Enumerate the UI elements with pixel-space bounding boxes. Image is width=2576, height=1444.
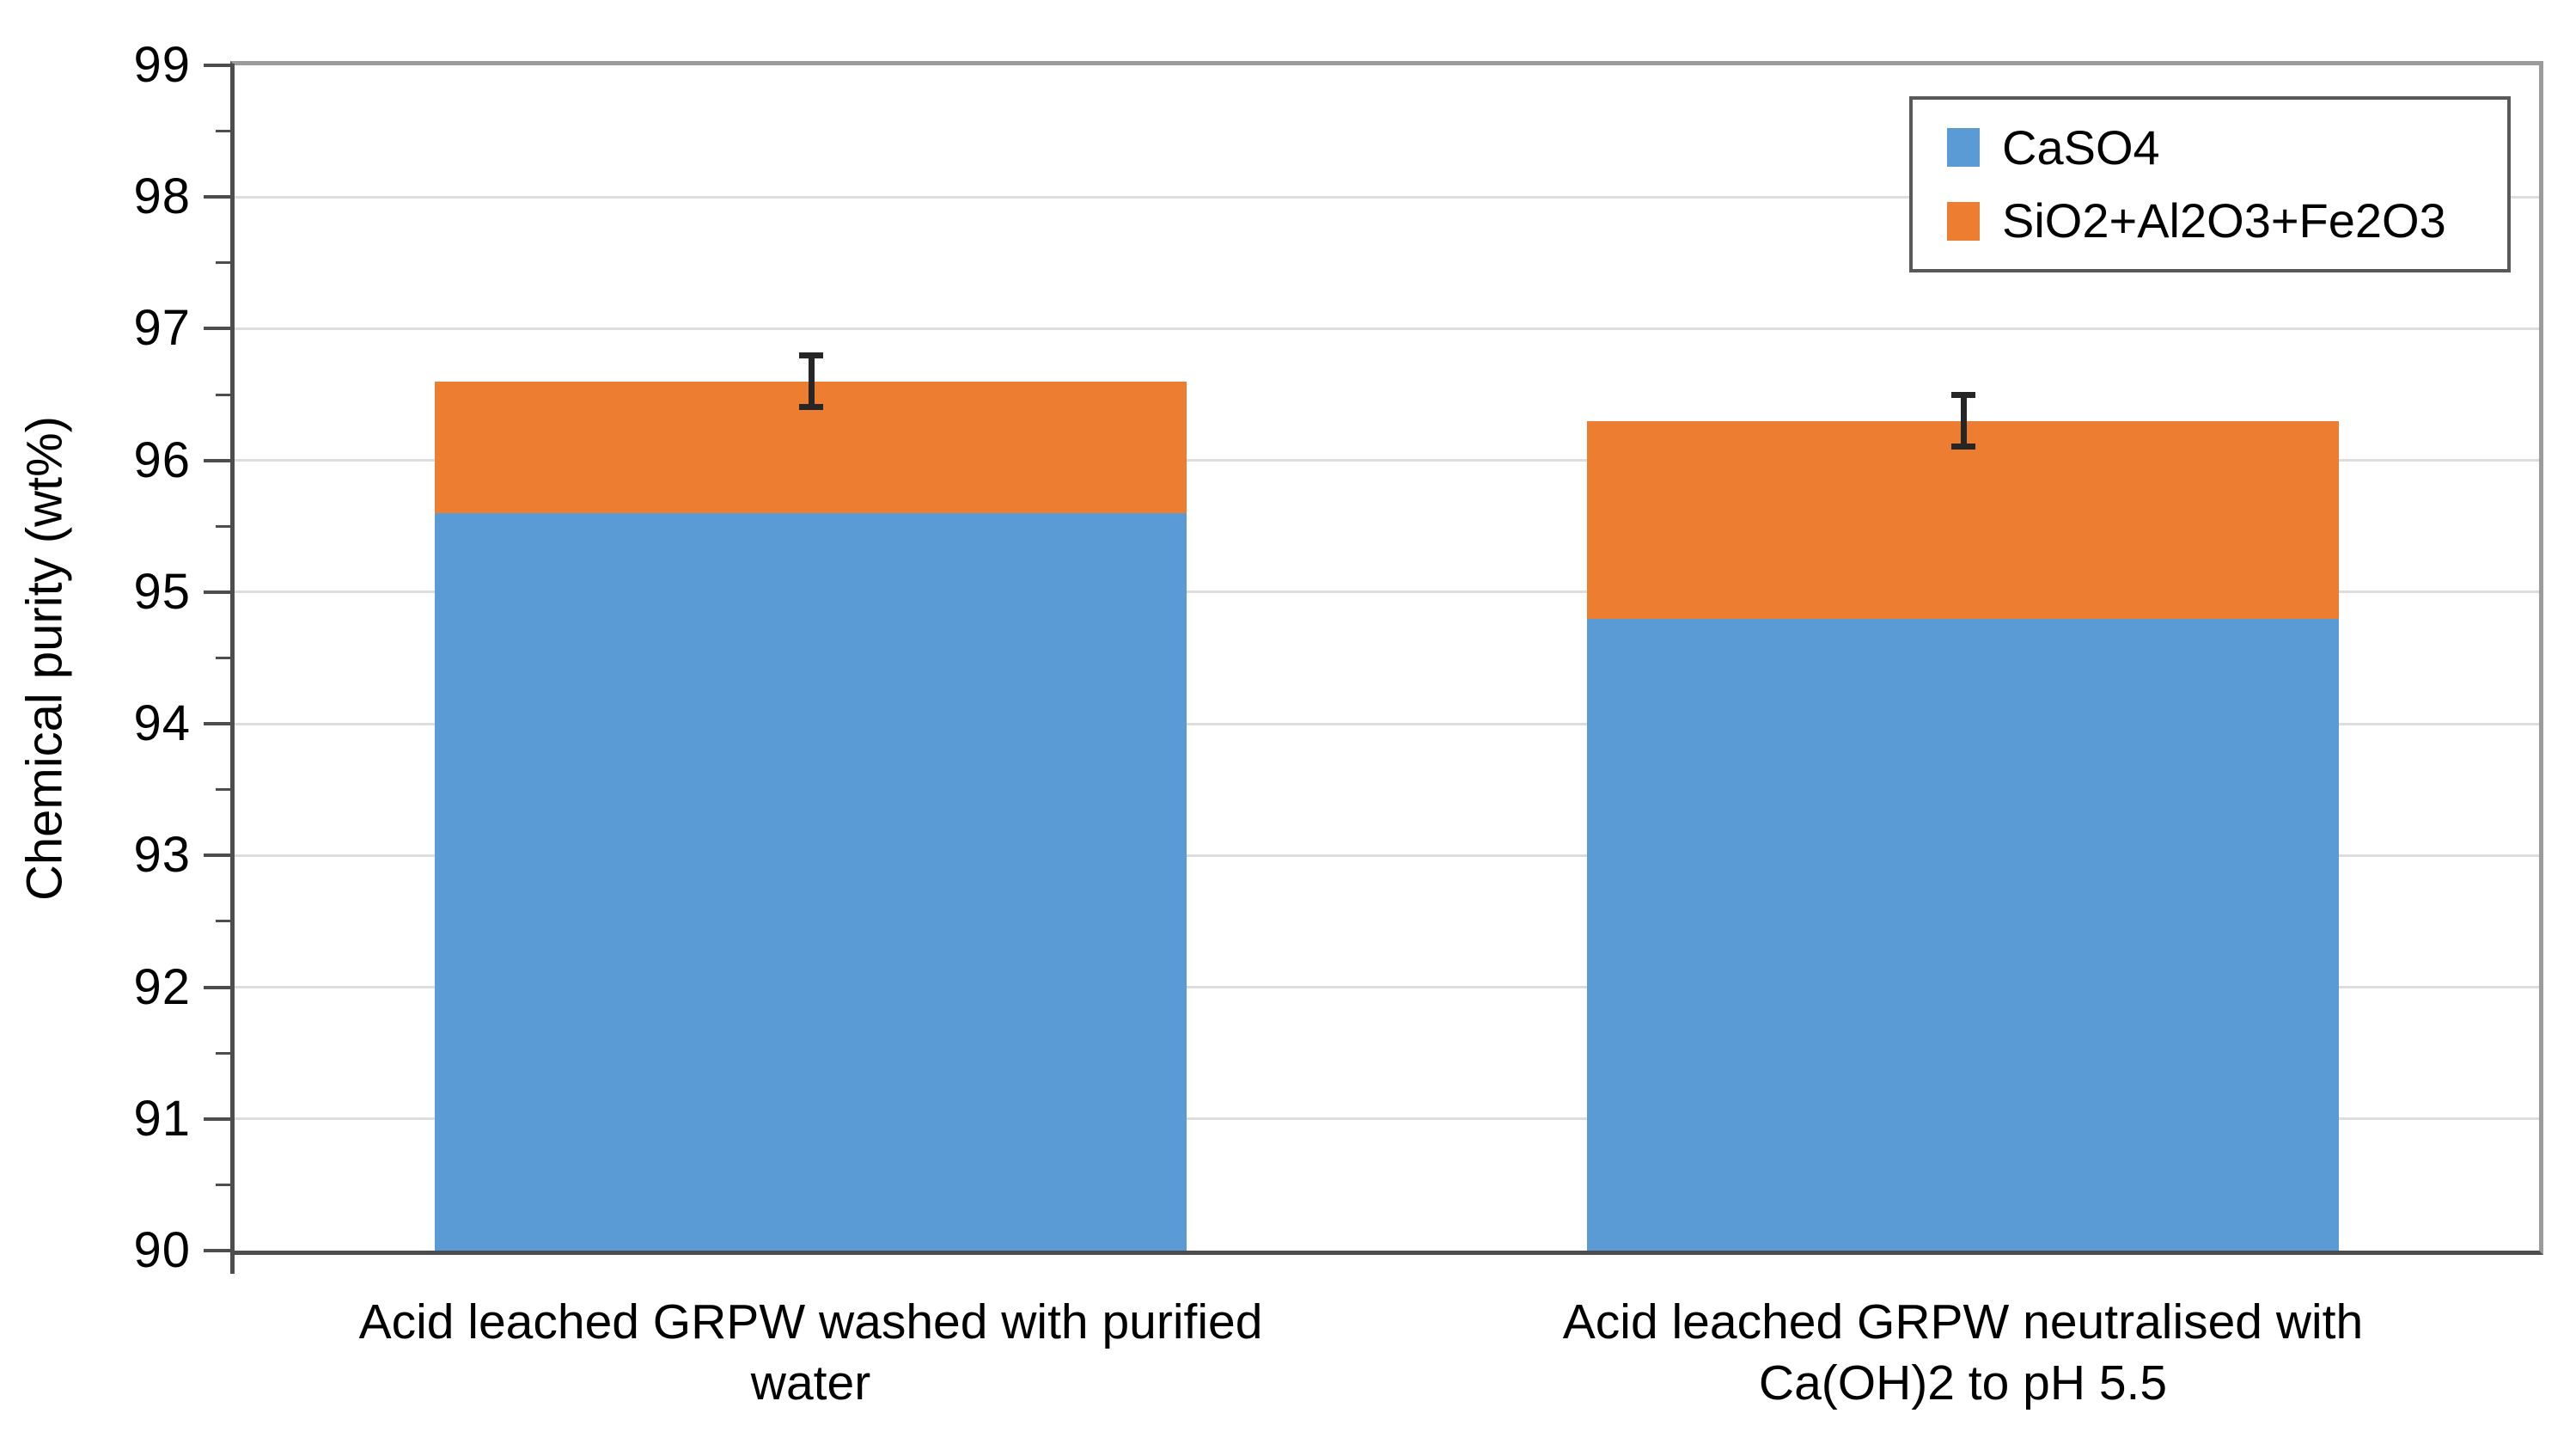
legend-label: CaSO4 <box>2002 119 2160 174</box>
bar-2-segment-SiO2+Al2O3+Fe2O3 <box>1587 420 2339 619</box>
y-minor-tick-91.5 <box>216 1051 231 1055</box>
y-tick-label-94: 94 <box>133 695 191 752</box>
legend: CaSO4 SiO2+Al2O3+Fe2O3 <box>1909 96 2511 272</box>
y-tick-label-98: 98 <box>133 168 191 225</box>
y-minor-tick-97.5 <box>216 261 231 265</box>
error-bar-1-bottom-cap <box>798 404 823 411</box>
y-major-tick-90 <box>204 1249 235 1252</box>
y-tick-label-97: 97 <box>133 300 191 357</box>
y-major-tick-97 <box>204 327 235 331</box>
y-minor-tick-96.5 <box>216 393 231 396</box>
gridline-93 <box>235 854 2539 857</box>
y-minor-tick-95.5 <box>216 524 231 528</box>
gridlines-layer <box>235 65 2539 1251</box>
y-minor-tick-90.5 <box>216 1183 231 1186</box>
gridline-95 <box>235 590 2539 594</box>
y-minor-tick-94.5 <box>216 657 231 659</box>
y-axis-tick-labels: 90 91 92 93 94 95 96 97 98 99 <box>0 37 191 1278</box>
y-major-tick-99 <box>204 64 235 67</box>
plot-area: CaSO4 SiO2+Al2O3+Fe2O3 <box>204 61 2543 1274</box>
y-major-tick-98 <box>204 195 235 199</box>
y-tick-label-92: 92 <box>133 958 191 1015</box>
y-major-tick-92 <box>204 985 235 989</box>
bars-layer <box>235 65 2539 1251</box>
y-major-tick-94 <box>204 722 235 726</box>
y-axis-stub <box>230 1251 235 1274</box>
y-minor-tick-93.5 <box>216 788 231 792</box>
category-label-2-line-1: Acid leached GRPW neutralised with <box>1562 1294 2364 1349</box>
y-tick-label-91: 91 <box>133 1090 191 1147</box>
y-tick-label-93: 93 <box>133 827 191 884</box>
y-major-tick-91 <box>204 1117 235 1121</box>
error-bar-2 <box>1960 395 1967 448</box>
error-bar-2-top-cap <box>1950 392 1975 399</box>
error-bar-1 <box>808 355 815 408</box>
y-tick-label-96: 96 <box>133 431 191 488</box>
legend-item-impurities: SiO2+Al2O3+Fe2O3 <box>1947 195 2507 247</box>
bar-1-segment-CaSO4 <box>435 512 1187 1251</box>
category-label-1-line-2: water <box>750 1355 871 1410</box>
caso4-swatch-icon <box>1947 128 1980 168</box>
category-label-2-line-2: Ca(OH)2 to pH 5.5 <box>1758 1355 2168 1410</box>
category-label-1-line-1: Acid leached GRPW washed with purified <box>358 1294 1263 1349</box>
x-axis-labels: Acid leached GRPW washed with purified w… <box>230 1292 2543 1429</box>
y-tick-label-95: 95 <box>133 563 191 620</box>
gridline-94 <box>235 722 2539 725</box>
category-label-2: Acid leached GRPW neutralised with Ca(OH… <box>1362 1292 2565 1414</box>
bar-2-segment-CaSO4 <box>1587 618 2339 1251</box>
gridline-92 <box>235 986 2539 989</box>
y-major-tick-93 <box>204 854 235 858</box>
gridline-98 <box>235 195 2539 199</box>
category-label-1: Acid leached GRPW washed with purified w… <box>210 1292 1413 1414</box>
legend-item-caso4: CaSO4 <box>1947 119 2507 174</box>
y-minor-tick-92.5 <box>216 920 231 923</box>
y-tick-label-90: 90 <box>133 1222 191 1278</box>
y-major-tick-95 <box>204 590 235 594</box>
gridline-96 <box>235 459 2539 462</box>
gridline-97 <box>235 327 2539 330</box>
error-bar-1-top-cap <box>798 352 823 359</box>
y-minor-tick-98.5 <box>216 130 231 133</box>
y-major-tick-96 <box>204 458 235 462</box>
ticks-layer <box>204 64 2539 1274</box>
y-tick-label-99: 99 <box>133 37 191 93</box>
gridline-91 <box>235 1117 2539 1121</box>
legend-label: SiO2+Al2O3+Fe2O3 <box>2002 193 2446 248</box>
impurities-swatch-icon <box>1947 201 1980 241</box>
error-bar-2-bottom-cap <box>1950 444 1975 450</box>
